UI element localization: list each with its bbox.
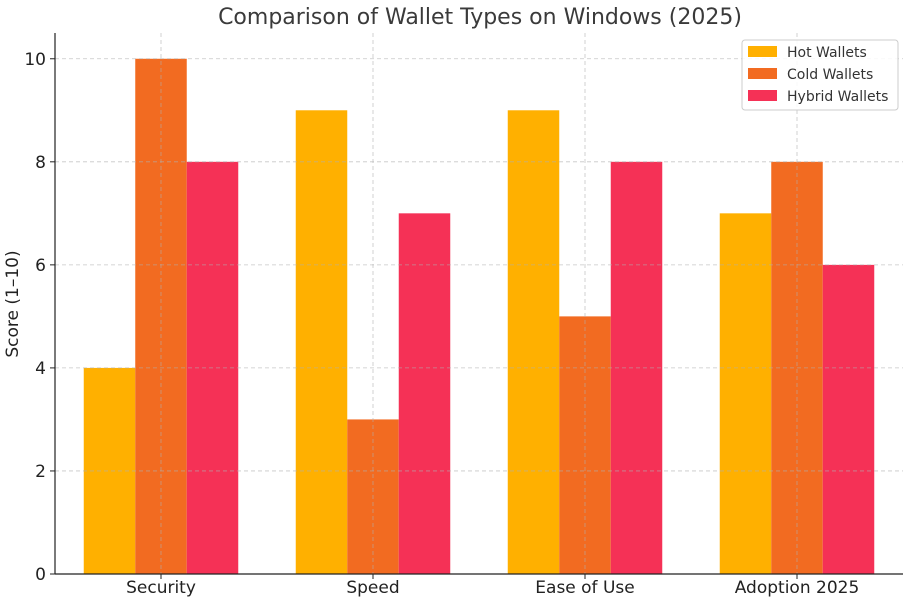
y-axis-label: Score (1–10) (3, 250, 23, 357)
y-tick-label: 10 (24, 50, 46, 70)
x-tick-label: Speed (346, 578, 399, 598)
legend-label-hybrid-wallets: Hybrid Wallets (787, 89, 888, 105)
y-tick-label: 6 (35, 256, 46, 276)
y-tick-label: 2 (35, 462, 46, 482)
legend-label-hot-wallets: Hot Wallets (787, 45, 867, 61)
y-tick-label: 8 (35, 153, 46, 173)
bar-hot-wallets-adoption-2025 (719, 213, 772, 574)
legend-swatch-hybrid-wallets (748, 90, 777, 101)
y-tick-label: 4 (35, 359, 46, 379)
bar-hybrid-wallets-adoption-2025 (822, 264, 875, 574)
bar-hot-wallets-speed (295, 110, 348, 574)
y-tick-label: 0 (35, 565, 46, 585)
legend-swatch-hot-wallets (748, 46, 777, 57)
legend-label-cold-wallets: Cold Wallets (787, 67, 873, 83)
x-tick-label: Adoption 2025 (735, 578, 860, 598)
bar-hot-wallets-ease-of-use (507, 110, 560, 574)
bars (83, 58, 875, 574)
x-tick-label: Security (126, 578, 196, 598)
tick-labels: 0 2 4 6 8 10 Security Speed Ease of Use Adoption … (24, 50, 859, 598)
axes (54, 33, 903, 575)
legend-box (741, 39, 899, 111)
bar-hybrid-wallets-speed (398, 213, 451, 574)
legend-swatch-cold-wallets (748, 68, 777, 79)
chart-title: Comparison of Wallet Types on Windows (2… (218, 5, 742, 30)
legend: Hot Wallets Cold Wallets Hybrid Wallets (741, 39, 899, 111)
x-tick-label: Ease of Use (535, 578, 634, 598)
